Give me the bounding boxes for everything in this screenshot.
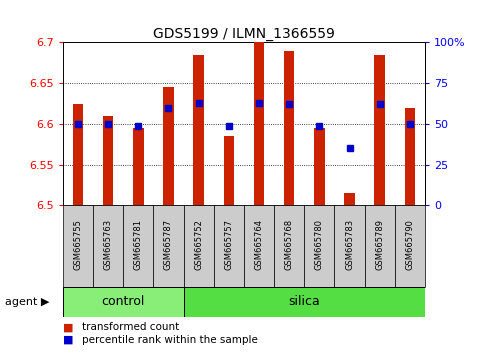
Text: GSM665763: GSM665763 [103,219,113,270]
Text: GSM665781: GSM665781 [134,219,143,270]
Bar [213,205,244,287]
Bar [72,103,83,205]
Text: GSM665787: GSM665787 [164,219,173,270]
Bar [284,51,295,205]
Bar [244,205,274,287]
Bar [344,193,355,205]
Bar [374,55,385,205]
Bar [334,205,365,287]
Text: GSM665752: GSM665752 [194,219,203,270]
Text: transformed count: transformed count [82,322,179,332]
Title: GDS5199 / ILMN_1366559: GDS5199 / ILMN_1366559 [153,28,335,41]
Text: agent ▶: agent ▶ [5,297,49,307]
Bar [184,205,213,287]
Text: percentile rank within the sample: percentile rank within the sample [82,335,258,345]
Bar [193,55,204,205]
Bar [103,116,114,205]
Bar [154,205,184,287]
Text: GSM665790: GSM665790 [405,219,414,270]
Text: silica: silica [288,295,320,308]
Bar [123,205,154,287]
Text: ■: ■ [63,335,73,345]
Text: GSM665764: GSM665764 [255,219,264,270]
Bar [405,108,415,205]
Bar [314,128,325,205]
Text: ■: ■ [63,322,73,332]
Text: control: control [101,295,145,308]
Bar [184,287,425,317]
Bar [274,205,304,287]
Text: GSM665757: GSM665757 [224,219,233,270]
Text: GSM665789: GSM665789 [375,219,384,270]
Text: GSM665783: GSM665783 [345,219,354,270]
Bar [395,205,425,287]
Bar [93,205,123,287]
Bar [63,205,93,287]
Bar [163,87,174,205]
Bar [304,205,334,287]
Bar [133,128,143,205]
Text: GSM665755: GSM665755 [73,219,83,270]
Bar [254,42,264,205]
Bar [63,287,184,317]
Bar [365,205,395,287]
Text: GSM665780: GSM665780 [315,219,324,270]
Text: GSM665768: GSM665768 [284,219,294,270]
Bar [224,136,234,205]
